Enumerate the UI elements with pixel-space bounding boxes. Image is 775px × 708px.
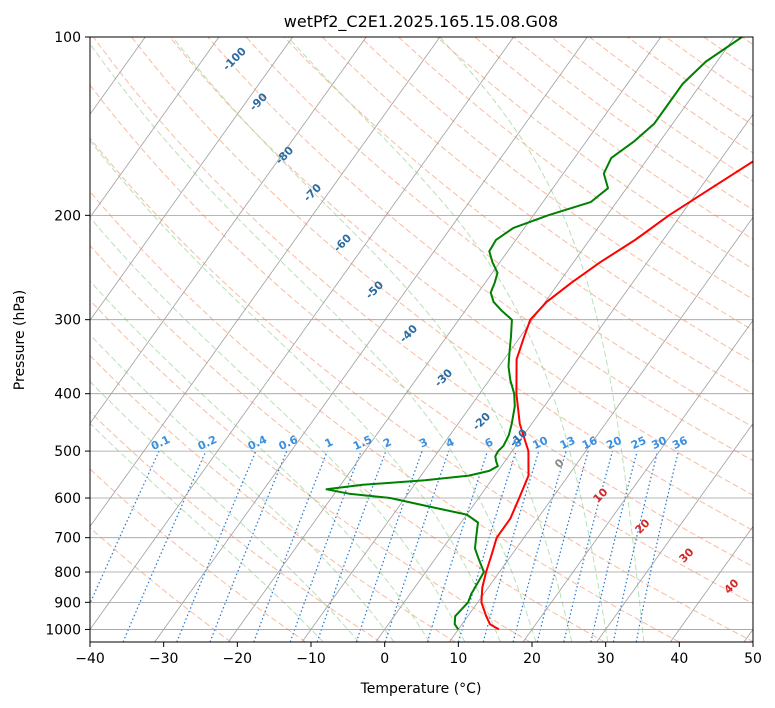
mixing-ratio-label: 20	[604, 434, 624, 452]
isotherm-line	[228, 37, 662, 642]
mixing-ratio-line	[289, 450, 362, 642]
plot-frame	[89, 36, 754, 643]
isotherm-line	[90, 37, 367, 425]
x-tick-label: 40	[670, 651, 688, 667]
moist-adiabat-line	[90, 216, 466, 642]
y-tick-label: 100	[54, 30, 81, 46]
mixing-ratio-line	[176, 450, 257, 642]
dry-adiabat-line	[90, 244, 605, 642]
mixing-ratio-line	[426, 450, 489, 642]
isotherm-line	[90, 37, 514, 631]
y-tick-label: 1000	[45, 622, 81, 638]
isotherm-line	[449, 216, 753, 642]
x-tick-label: −20	[223, 651, 253, 667]
dry-adiabat-line	[90, 84, 753, 605]
x-axis-label: Temperature (°C)	[360, 681, 482, 697]
mixing-ratio-label: 13	[558, 434, 577, 452]
x-tick-label: −40	[75, 651, 105, 667]
x-tick-label: −30	[149, 651, 179, 667]
dry-adiabat-line	[245, 37, 753, 428]
mixing-ratio-line	[563, 450, 614, 642]
x-tick-label: 0	[380, 651, 389, 667]
moist-adiabat-line	[90, 380, 360, 642]
mixing-ratio-line	[612, 450, 659, 642]
chart-title: wetPf2_C2E1.2025.165.15.08.G08	[284, 12, 558, 32]
x-tick-label: 30	[597, 651, 615, 667]
mixing-ratio-line	[512, 450, 567, 642]
moist-adiabat-line	[439, 37, 645, 642]
isotherm-line	[154, 37, 588, 642]
y-tick-label: 600	[54, 491, 81, 507]
mixing-ratio-label: 25	[629, 434, 648, 452]
mixing-ratio-label: 16	[580, 434, 600, 452]
y-tick-label: 700	[54, 531, 81, 547]
mixing-ratio-line	[355, 450, 423, 642]
y-tick-label: 300	[54, 313, 81, 329]
isotherm-line	[670, 525, 753, 642]
y-tick-label: 500	[54, 444, 81, 460]
dry-adiabat-line	[90, 468, 306, 642]
x-tick-label: 50	[744, 651, 762, 667]
mixing-ratio-label: 30	[649, 434, 669, 452]
isotherm-line	[301, 37, 735, 642]
isotherm-line	[375, 113, 753, 642]
mixing-ratio-line	[635, 450, 679, 642]
dry-adiabat-line	[131, 37, 753, 531]
dry-adiabat-line	[321, 37, 753, 363]
y-tick-label: 400	[54, 387, 81, 403]
y-tick-label: 800	[54, 565, 81, 581]
x-axis-ticks: −40 −30 −20 −10 0 10 20 30 40 50	[75, 642, 762, 667]
moist-adiabat-line	[90, 42, 537, 642]
y-tick-label: 900	[54, 595, 81, 611]
isotherm-line	[522, 319, 753, 642]
dry-adiabat-line	[90, 190, 680, 642]
dry-adiabat-line	[398, 37, 753, 300]
dry-adiabat-line	[90, 411, 381, 642]
isotherm-line	[596, 422, 753, 642]
mixing-ratio-line	[316, 450, 387, 642]
x-tick-label: 10	[449, 651, 467, 667]
isotherms	[90, 37, 753, 642]
y-tick-label: 200	[54, 208, 81, 224]
isotherm-line	[90, 37, 293, 322]
mixing-ratio-label: 36	[670, 434, 690, 452]
dry-adiabat-line	[90, 354, 456, 642]
dry-adiabat-line	[207, 37, 753, 462]
temperature-line	[480, 160, 753, 631]
mixing-ratio-line	[536, 450, 589, 642]
isotherm-line	[90, 37, 220, 218]
isotherm-line	[90, 37, 441, 528]
moist-adiabat-line	[90, 333, 395, 642]
y-axis-ticks: 1000 900 800 700 600 500 400 300 200 100	[45, 30, 90, 638]
pressure-gridlines	[90, 37, 753, 630]
mixing-ratio-line	[590, 450, 638, 642]
dry-adiabat-line	[92, 37, 753, 568]
dewpoint-line	[325, 37, 743, 630]
mixing-ratio-label: 10	[531, 434, 551, 452]
sounding-series	[325, 37, 753, 631]
x-tick-label: 20	[523, 651, 541, 667]
mixing-ratio-line	[209, 450, 288, 642]
x-tick-label: −10	[296, 651, 326, 667]
mixing-ratio-line	[253, 450, 328, 642]
moist-adiabat-line	[90, 422, 324, 642]
y-axis-label: Pressure (hPa)	[12, 290, 28, 390]
